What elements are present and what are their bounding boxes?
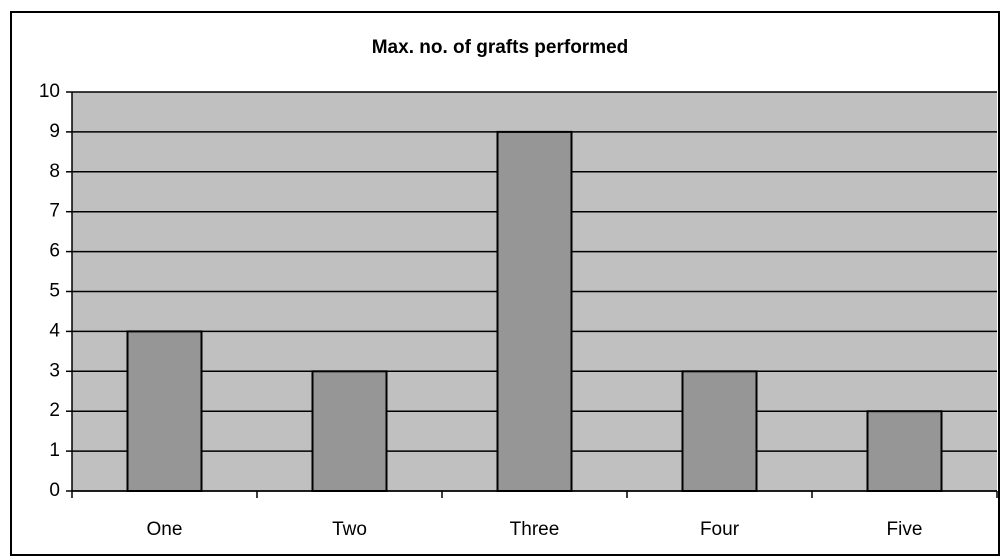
- y-tick-label: 7: [49, 201, 60, 222]
- y-tick-label: 2: [49, 400, 60, 421]
- x-tick-label: Two: [332, 519, 367, 540]
- x-tick-label: Five: [887, 519, 923, 540]
- y-tick-label: 1: [49, 440, 60, 461]
- chart-title: Max. no. of grafts performed: [372, 37, 629, 58]
- y-tick-label: 3: [49, 360, 60, 381]
- y-tick-label: 0: [49, 480, 60, 501]
- y-tick-label: 8: [49, 161, 60, 182]
- x-tick-label: One: [147, 519, 183, 540]
- bar: [496, 130, 573, 492]
- x-tick-label: Three: [510, 519, 560, 540]
- bar: [311, 370, 388, 492]
- bar: [866, 410, 943, 493]
- x-tick-label: Four: [700, 519, 740, 540]
- bar: [681, 370, 758, 492]
- y-tick-label: 10: [39, 81, 60, 102]
- bar: [126, 330, 203, 492]
- y-tick-label: 6: [49, 241, 60, 262]
- y-tick-label: 5: [49, 281, 60, 302]
- y-tick-label: 9: [49, 121, 60, 142]
- y-tick-label: 4: [49, 320, 60, 341]
